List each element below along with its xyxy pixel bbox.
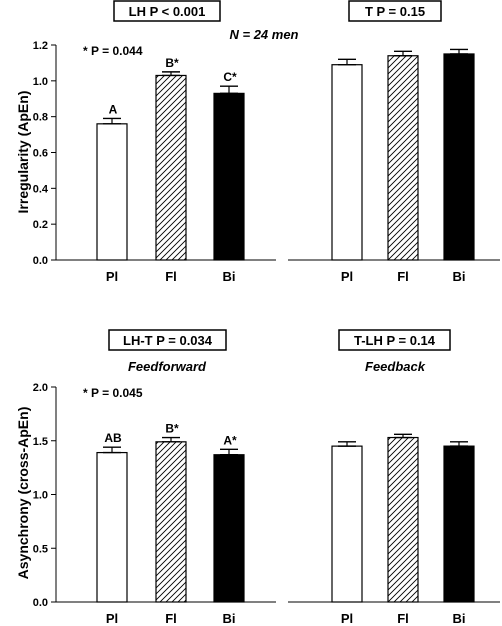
panel-top-right: T P = 0.15 Pl Fl Bi [288,0,500,284]
x-tick-label: Bi [223,269,236,284]
x-tick-label: Fl [397,269,409,284]
bar-pl [96,123,128,261]
title-box [113,0,221,22]
y-tick-label: 0.0 [33,597,48,609]
title-box [348,0,442,22]
title-box [108,329,227,351]
p-value-annotation-bottom: * P = 0.045 [83,386,143,400]
y-tick-label: 1.0 [33,490,48,502]
bar-fl [387,436,419,603]
y-axis-label-top: Irregularity (ApEn) [15,91,31,214]
x-tick-label: Bi [453,269,466,284]
y-tick-label: 0.6 [33,148,48,160]
title-box [338,329,451,351]
bar-label: B* [165,56,179,70]
p-value-annotation-top: * P = 0.044 [83,44,143,58]
bar-pl [96,451,128,603]
bar-pl [331,64,363,261]
y-tick-label: 0.8 [33,112,48,124]
bar-label: B* [165,422,179,436]
panel-title: LH-T P = 0.034 [123,333,213,348]
bar-bi [213,92,245,261]
bar-fl [155,74,187,261]
y-tick-label: 1.5 [33,436,48,448]
panel-title: T-LH P = 0.14 [354,333,436,348]
y-tick-label: 0.4 [33,183,49,195]
x-tick-label: Pl [106,269,118,284]
panel-bottom-right: T-LH P = 0.14 Pl Fl Bi [288,329,500,626]
panel-center-label: N = 24 men [229,27,298,42]
x-tick-label: Bi [453,611,466,626]
bar-pl [331,445,363,603]
y-tick-label: 0.0 [33,255,48,267]
bar-label: A* [223,433,237,447]
x-tick-label: Bi [223,611,236,626]
x-tick-label: Pl [341,611,353,626]
y-tick-label: 0.5 [33,543,48,555]
panel-subtitle-feedback: Feedback [365,359,426,374]
panel-bottom-left: LH-T P = 0.034 0.0 0.5 1.0 1.5 2.0 AB Pl B* Fl A* B… [33,329,276,626]
bar-bi [213,454,245,603]
bar-fl [155,441,187,603]
x-tick-label: Fl [397,611,409,626]
panel-title: LH P < 0.001 [129,4,206,19]
bar-fl [387,55,419,261]
y-tick-label: 0.2 [33,219,48,231]
bar-label: AB [104,431,122,445]
x-tick-label: Pl [106,611,118,626]
bar-label: A [109,102,118,116]
y-tick-label: 1.2 [33,40,48,52]
y-axis-label-bottom: Asynchrony (cross-ApEn) [15,407,31,580]
x-tick-label: Fl [165,269,177,284]
bar-bi [443,445,475,603]
x-tick-label: Fl [165,611,177,626]
y-tick-label: 2.0 [33,382,48,394]
bar-label: C* [223,70,237,84]
bar-bi [443,53,475,261]
x-tick-label: Pl [341,269,353,284]
panel-subtitle-feedforward: Feedforward [128,359,207,374]
panel-title: T P = 0.15 [365,4,425,19]
y-tick-label: 1.0 [33,76,48,88]
panel-top-left: LH P < 0.001 0.0 0.2 0.4 0.6 0.8 1.0 1.2 A Pl B* Fl… [33,0,276,284]
